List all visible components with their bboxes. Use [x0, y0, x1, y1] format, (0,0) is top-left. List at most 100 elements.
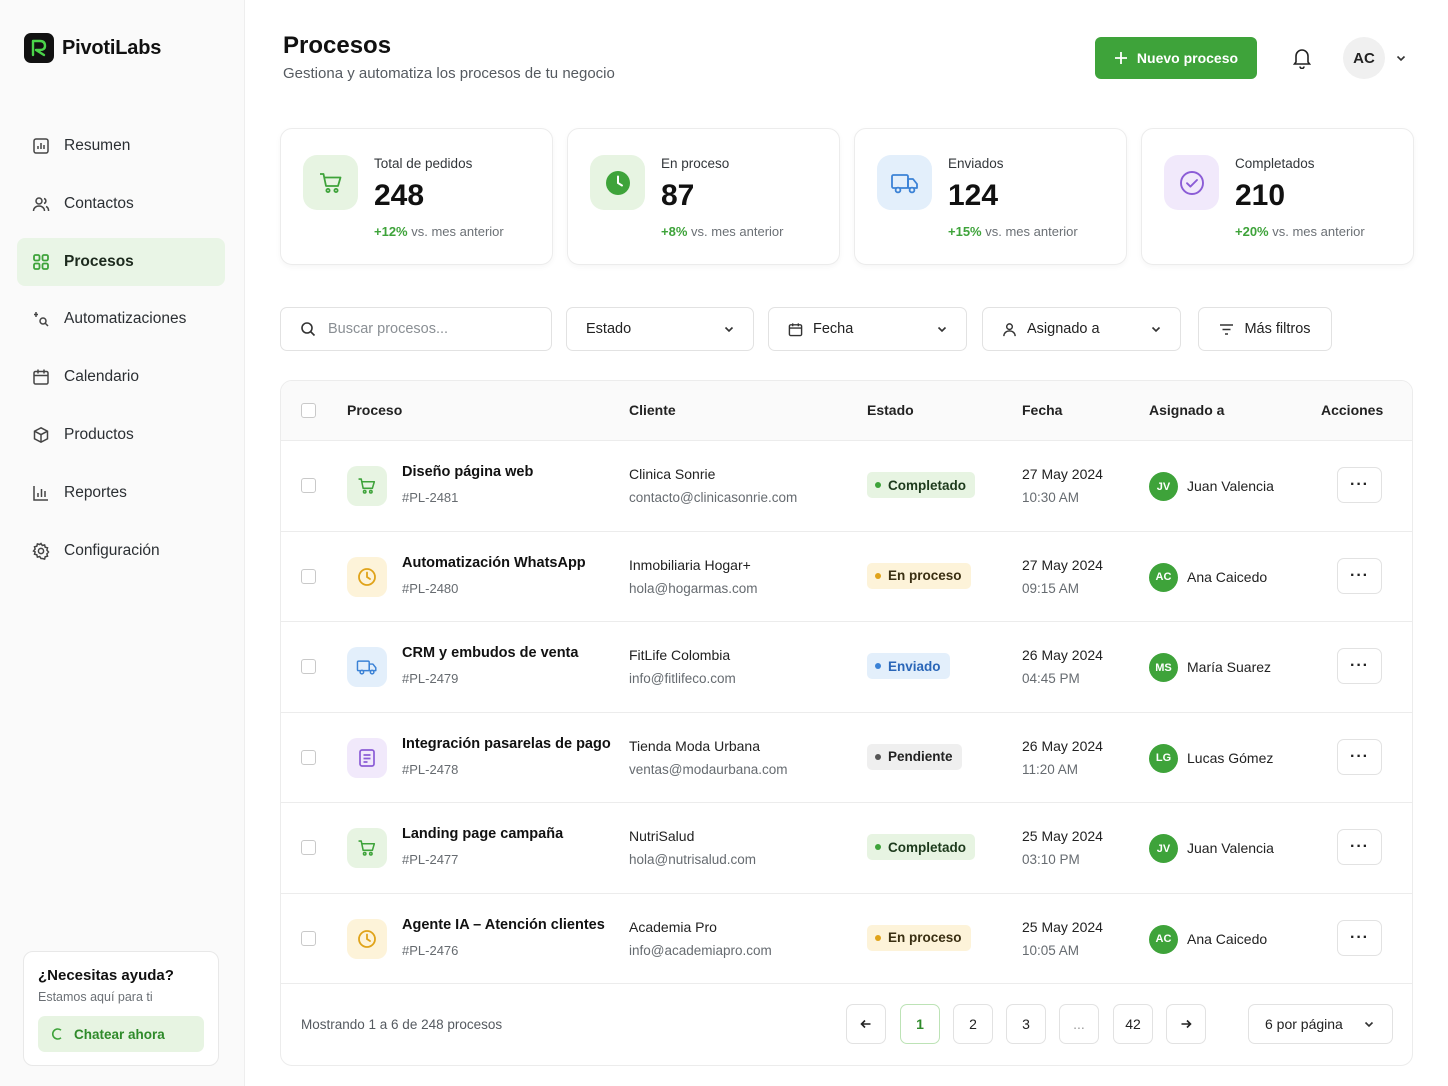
page-title: Procesos	[283, 32, 392, 59]
pagination-prev-button[interactable]	[846, 1004, 886, 1044]
calendar-icon	[788, 322, 803, 336]
status-dot	[875, 663, 881, 669]
select-all-checkbox[interactable]	[301, 403, 316, 418]
assignee-avatar: AC	[1149, 562, 1178, 592]
client-name: Tienda Moda Urbana	[629, 737, 761, 754]
grid-icon	[33, 253, 49, 270]
sidebar-item-productos[interactable]: Productos	[17, 411, 225, 459]
table-row[interactable]: Diseño página web #PL-2481 Clinica Sonri…	[281, 441, 1412, 532]
table-row[interactable]: Automatización WhatsApp #PL-2480 Inmobil…	[281, 532, 1412, 622]
process-title[interactable]: Automatización WhatsApp	[402, 554, 586, 571]
stat-card-sent: Enviados 124 +15% vs. mes anterior	[854, 128, 1127, 265]
row-actions-button[interactable]: ···	[1337, 919, 1382, 956]
table-row[interactable]: Integración pasarelas de pago #PL-2478 T…	[281, 713, 1412, 803]
stat-trend-value: +20%	[1235, 224, 1269, 239]
user-menu-toggle[interactable]	[1395, 52, 1407, 64]
client-email: info@academiapro.com	[629, 942, 772, 958]
chevron-down-icon	[1364, 1021, 1373, 1028]
column-header-estado[interactable]: Estado	[867, 402, 914, 418]
status-filter[interactable]: Estado	[566, 307, 754, 351]
arrow-left-icon	[860, 1019, 871, 1029]
status-badge: En proceso	[867, 924, 971, 951]
pagination-page-3[interactable]: 3	[1006, 1004, 1046, 1044]
row-actions-button[interactable]: ···	[1337, 557, 1382, 594]
row-checkbox[interactable]	[301, 840, 316, 855]
client-name: Inmobiliaria Hogar+	[629, 556, 751, 573]
row-actions-button[interactable]: ···	[1337, 738, 1382, 775]
sidebar-item-automatizaciones[interactable]: Automatizaciones	[17, 295, 225, 343]
process-time: 09:15 AM	[1022, 580, 1080, 596]
table-row[interactable]: CRM y embudos de venta #PL-2479 FitLife …	[281, 622, 1412, 713]
help-subtitle: Estamos aquí para ti	[38, 990, 153, 1004]
notifications-button[interactable]	[1292, 47, 1312, 69]
more-filters-button[interactable]: Más filtros	[1198, 307, 1332, 351]
chevron-down-icon	[937, 326, 947, 333]
client-email: hola@hogarmas.com	[629, 580, 758, 596]
user-avatar[interactable]: AC	[1343, 37, 1385, 79]
process-title[interactable]: Diseño página web	[402, 464, 534, 480]
sidebar: PivotiLabs Resumen Contactos Procesos Au…	[0, 0, 245, 1086]
sidebar-item-reportes[interactable]: Reportes	[17, 469, 225, 517]
automation-icon	[34, 312, 49, 327]
column-header-fecha[interactable]: Fecha	[1022, 402, 1063, 418]
process-id: #PL-2476	[402, 942, 459, 958]
process-title[interactable]: Agente IA – Atención clientes	[402, 916, 605, 933]
row-checkbox[interactable]	[301, 659, 316, 674]
status-label: Completado	[888, 477, 967, 493]
row-checkbox[interactable]	[301, 478, 316, 493]
main-content: Procesos Gestiona y automatiza los proce…	[245, 0, 1448, 1086]
sidebar-item-contactos[interactable]: Contactos	[17, 180, 225, 228]
sidebar-item-configuracion[interactable]: Configuración	[17, 527, 225, 575]
column-header-asignado[interactable]: Asignado a	[1149, 402, 1225, 418]
client-name: FitLife Colombia	[629, 647, 731, 663]
search-input[interactable]: Buscar procesos...	[280, 307, 552, 351]
cart-icon	[347, 828, 387, 868]
pagination-page-42[interactable]: 42	[1113, 1004, 1153, 1044]
column-header-proceso[interactable]: Proceso	[347, 402, 403, 418]
bell-icon	[1292, 49, 1312, 69]
date-filter[interactable]: Fecha	[768, 307, 967, 351]
sidebar-item-procesos[interactable]: Procesos	[17, 237, 225, 286]
pagination-page-2[interactable]: 2	[953, 1004, 993, 1044]
column-header-acciones: Acciones	[1321, 402, 1384, 418]
pagination-page-1[interactable]: 1	[900, 1004, 940, 1044]
stat-label: Total de pedidos	[374, 156, 473, 171]
column-header-cliente[interactable]: Cliente	[629, 402, 676, 418]
client-email: ventas@modaurbana.com	[629, 761, 788, 777]
stat-value: 87	[661, 179, 695, 212]
sidebar-item-label: Reportes	[64, 483, 127, 501]
stat-value: 210	[1235, 179, 1286, 212]
row-actions-button[interactable]: ···	[1337, 648, 1382, 684]
app-name: PivotiLabs	[62, 36, 162, 59]
client-name: Academia Pro	[629, 918, 717, 935]
process-id: #PL-2480	[402, 580, 459, 596]
pagination-next-button[interactable]	[1166, 1004, 1206, 1044]
row-actions-button[interactable]: ···	[1337, 829, 1382, 865]
chat-now-button[interactable]: Chatear ahora	[38, 1016, 204, 1052]
sidebar-item-resumen[interactable]: Resumen	[17, 122, 225, 170]
help-title: ¿Necesitas ayuda?	[38, 967, 174, 984]
chat-now-label: Chatear ahora	[74, 1026, 165, 1042]
process-title[interactable]: CRM y embudos de venta	[402, 645, 579, 661]
logo[interactable]: PivotiLabs	[24, 33, 161, 63]
per-page-select[interactable]: 6 por página	[1248, 1004, 1393, 1044]
row-checkbox[interactable]	[301, 749, 316, 765]
chat-icon	[52, 1028, 62, 1040]
truck-icon	[877, 155, 932, 210]
row-checkbox[interactable]	[301, 568, 316, 584]
row-actions-button[interactable]: ···	[1337, 467, 1382, 503]
assignee-filter[interactable]: Asignado a	[982, 307, 1181, 351]
table-row[interactable]: Agente IA – Atención clientes #PL-2476 A…	[281, 894, 1412, 984]
process-title[interactable]: Landing page campaña	[402, 826, 564, 842]
row-checkbox[interactable]	[301, 930, 316, 946]
status-dot	[875, 482, 881, 488]
new-process-button[interactable]: Nuevo proceso	[1095, 37, 1257, 79]
sidebar-item-label: Resumen	[64, 137, 131, 154]
clock-icon	[347, 918, 387, 959]
assignee-avatar: LG	[1149, 743, 1178, 773]
sidebar-nav: Resumen Contactos Procesos Automatizacio…	[17, 122, 225, 584]
stat-trend: +8% vs. mes anterior	[661, 224, 784, 239]
sidebar-item-calendario[interactable]: Calendario	[17, 353, 225, 401]
table-row[interactable]: Landing page campaña #PL-2477 NutriSalud…	[281, 803, 1412, 894]
process-title[interactable]: Integración pasarelas de pago	[402, 735, 611, 752]
